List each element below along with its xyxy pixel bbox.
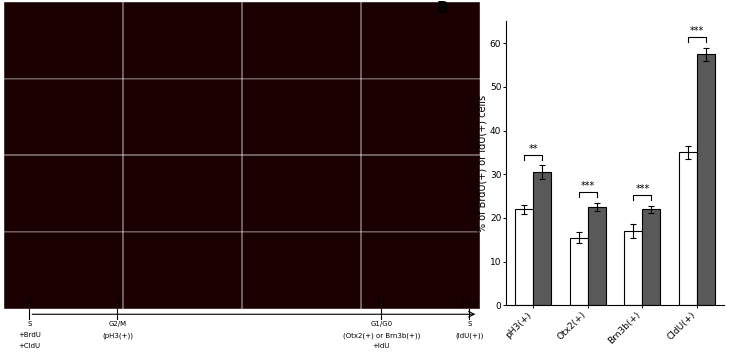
- Bar: [642, 209, 661, 305]
- Bar: [679, 152, 697, 305]
- Text: (pH3(+)): (pH3(+)): [102, 332, 133, 339]
- Bar: [4, 2, 123, 78]
- Bar: [4, 78, 123, 155]
- Bar: [570, 237, 588, 305]
- Text: ***: ***: [636, 184, 650, 194]
- Bar: [361, 2, 480, 78]
- Bar: [242, 2, 361, 78]
- Bar: [242, 232, 361, 309]
- Bar: [361, 232, 480, 309]
- Bar: [123, 78, 242, 155]
- Text: 3: 3: [115, 299, 120, 308]
- Bar: [123, 232, 242, 309]
- Text: S: S: [467, 321, 471, 327]
- Text: ***: ***: [689, 26, 704, 36]
- Bar: [588, 207, 606, 305]
- Text: 12: 12: [377, 299, 386, 308]
- Y-axis label: % of BrdU(+) or IdU(+) cells: % of BrdU(+) or IdU(+) cells: [477, 95, 487, 232]
- Text: G1/G0: G1/G0: [370, 321, 392, 327]
- Bar: [697, 54, 715, 305]
- Bar: [534, 172, 551, 305]
- Bar: [123, 2, 242, 78]
- Bar: [123, 155, 242, 232]
- Text: (Otx2(+) or Brn3b(+)): (Otx2(+) or Brn3b(+)): [343, 332, 420, 339]
- Text: G2/M: G2/M: [109, 321, 126, 327]
- Bar: [242, 78, 361, 155]
- Text: +CldU: +CldU: [18, 343, 41, 349]
- Text: S: S: [27, 321, 32, 327]
- Bar: [361, 155, 480, 232]
- Bar: [4, 155, 123, 232]
- Text: ***: ***: [581, 181, 595, 191]
- Bar: [242, 155, 361, 232]
- Bar: [516, 209, 534, 305]
- Bar: [624, 231, 642, 305]
- Text: +BrdU: +BrdU: [18, 332, 41, 338]
- Text: (IdU(+)): (IdU(+)): [455, 332, 483, 339]
- Bar: [361, 78, 480, 155]
- Text: 15 h: 15 h: [461, 299, 478, 308]
- Bar: [4, 232, 123, 309]
- Text: **: **: [528, 144, 538, 154]
- Text: B: B: [437, 1, 448, 16]
- Text: +IdU: +IdU: [372, 343, 390, 349]
- Text: 0: 0: [27, 299, 32, 308]
